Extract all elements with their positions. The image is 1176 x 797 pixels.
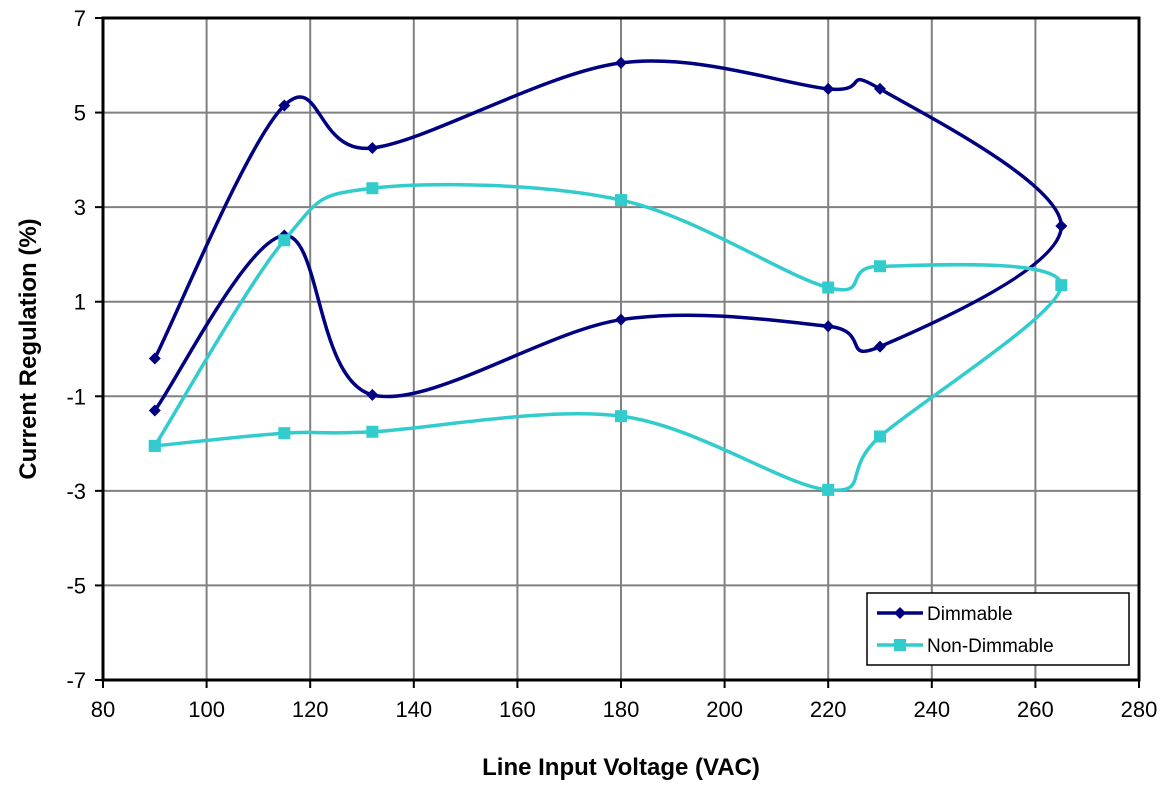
data-point	[615, 313, 627, 326]
x-tick-label: 100	[188, 697, 225, 722]
x-tick-label: 200	[706, 697, 743, 722]
x-axis: 80 100 120 140 160 180 200 220 240 260 280	[91, 680, 1158, 722]
data-point	[874, 82, 886, 95]
data-point	[874, 430, 886, 443]
data-point	[822, 82, 835, 95]
data-point	[874, 340, 886, 353]
x-tick-label: 240	[913, 697, 950, 722]
x-tick-label: 260	[1017, 697, 1054, 722]
data-point	[822, 483, 835, 496]
data-point	[148, 352, 161, 365]
series-layer	[148, 56, 1068, 496]
y-axis-title: Current Regulation (%)	[15, 218, 42, 479]
x-axis-title: Line Input Voltage (VAC)	[482, 754, 760, 781]
y-tick-label: -1	[66, 384, 86, 409]
x-tick-label: 120	[292, 697, 329, 722]
y-tick-label: 5	[74, 101, 86, 126]
x-tick-label: 280	[1121, 697, 1158, 722]
y-axis: 7 5 3 1 -1 -3 -5 -7	[66, 6, 103, 693]
data-point	[366, 142, 379, 155]
data-point	[278, 427, 291, 440]
data-point	[615, 56, 627, 69]
y-tick-label: -3	[66, 479, 86, 504]
data-point	[278, 234, 291, 247]
data-point	[366, 388, 379, 401]
grid-lines	[102, 17, 1140, 681]
data-point	[874, 260, 886, 273]
data-point	[615, 194, 627, 207]
legend-item: Dimmable	[877, 604, 1013, 625]
data-point	[615, 410, 627, 423]
y-tick-label: -5	[66, 573, 86, 598]
legend-label: Non-Dimmable	[927, 636, 1054, 657]
legend-marker	[894, 607, 906, 619]
data-point	[278, 99, 291, 112]
y-tick-label: -7	[66, 668, 86, 693]
y-tick-label: 1	[74, 290, 86, 315]
data-point	[1055, 279, 1068, 292]
data-point	[1055, 220, 1068, 233]
x-tick-label: 80	[91, 697, 115, 722]
x-tick-label: 160	[499, 697, 536, 722]
y-tick-label: 3	[74, 195, 86, 220]
data-point	[366, 425, 379, 438]
data-point	[822, 281, 835, 294]
x-tick-label: 220	[810, 697, 847, 722]
x-tick-label: 180	[603, 697, 640, 722]
data-point	[822, 320, 835, 333]
data-point	[148, 404, 161, 417]
series-line	[153, 182, 1064, 492]
x-tick-label: 140	[395, 697, 432, 722]
data-point	[366, 182, 379, 195]
legend-marker	[894, 639, 906, 651]
legend-label: Dimmable	[927, 604, 1013, 625]
legend-box	[866, 592, 1130, 666]
legend-item: Non-Dimmable	[877, 636, 1054, 657]
y-tick-label: 7	[74, 6, 86, 31]
series-non-dimmable	[148, 182, 1068, 496]
data-point	[148, 439, 161, 452]
legend: Dimmable Non-Dimmable	[866, 592, 1130, 666]
